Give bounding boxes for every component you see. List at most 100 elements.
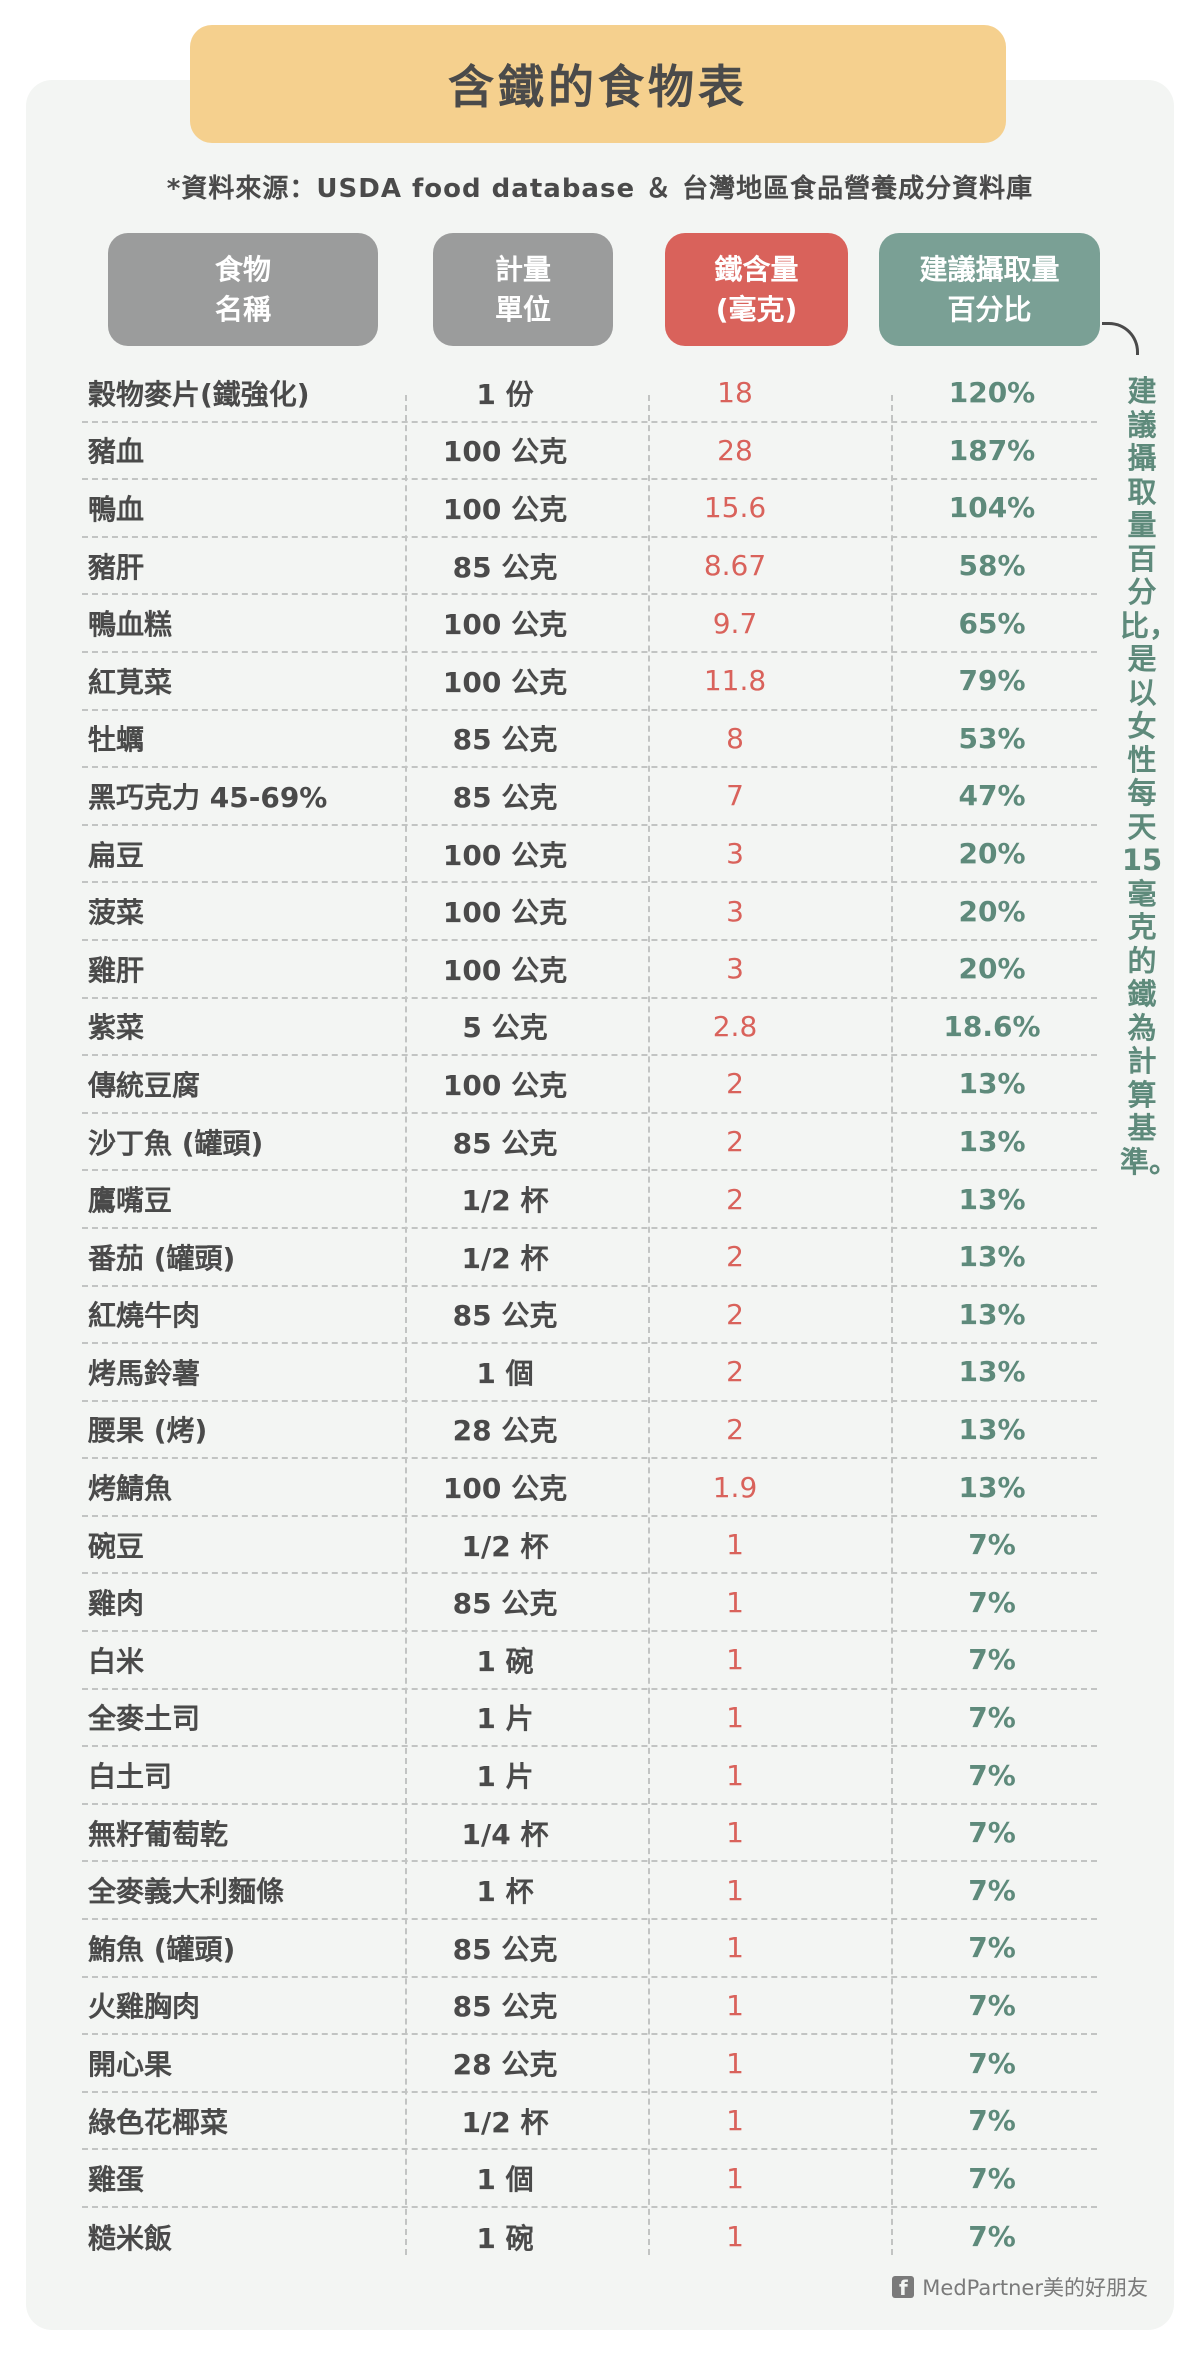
iron-value: 1 (726, 2220, 744, 2254)
table-row: 火雞胸肉 85 公克 1 7% (82, 1978, 1097, 2036)
food-name: 傳統豆腐 (88, 1068, 201, 1102)
table-row: 鮪魚 (罐頭) 85 公克 1 7% (82, 1920, 1097, 1978)
food-name: 紫菜 (88, 1011, 145, 1045)
unit-value: 1/2 杯 (461, 2105, 549, 2139)
table-row: 白土司 1 片 1 7% (82, 1747, 1097, 1805)
unit-value: 5 公克 (462, 1011, 548, 1045)
iron-value: 2 (726, 1240, 744, 1274)
percent-value: 20% (958, 894, 1026, 928)
table-row: 穀物麥片(鐵強化) 1 份 18 120% (82, 365, 1097, 423)
table-row: 雞肝 100 公克 3 20% (82, 941, 1097, 999)
percent-value: 13% (958, 1182, 1026, 1216)
iron-value: 3 (726, 894, 744, 928)
food-name: 腰果 (烤) (88, 1414, 208, 1448)
percent-value: 104% (948, 491, 1036, 525)
header-pct-line1: 建議攝取量 (919, 252, 1060, 286)
food-name: 烤鯖魚 (88, 1472, 173, 1506)
page-title: 含鐵的食物表 (190, 25, 1006, 143)
food-name: 碗豆 (88, 1529, 145, 1563)
percent-value: 13% (958, 1067, 1026, 1101)
header-food-line1: 食物 (214, 252, 271, 286)
header-unit-line1: 計量 (494, 252, 551, 286)
unit-value: 100 公克 (442, 665, 568, 699)
header-food-name: 食物 名稱 (108, 233, 378, 346)
percent-value: 7% (968, 1643, 1016, 1677)
iron-value: 8.67 (703, 549, 767, 583)
percent-value: 47% (958, 779, 1026, 813)
percent-value: 13% (958, 1240, 1026, 1274)
food-name: 菠菜 (88, 896, 145, 930)
table-row: 腰果 (烤) 28 公克 2 13% (82, 1402, 1097, 1460)
food-name: 鷹嘴豆 (88, 1184, 173, 1218)
iron-value: 28 (717, 433, 753, 467)
iron-value: 1 (726, 1643, 744, 1677)
percent-value: 58% (958, 549, 1026, 583)
iron-value: 7 (726, 779, 744, 813)
iron-value: 1 (726, 1528, 744, 1562)
percent-value: 53% (958, 721, 1026, 755)
food-name: 雞蛋 (88, 2163, 145, 2197)
food-name: 紅莧菜 (88, 665, 173, 699)
food-name: 全麥土司 (88, 1702, 201, 1736)
unit-value: 1 個 (476, 2163, 534, 2197)
food-name: 黑巧克力 45-69% (88, 780, 328, 814)
header-unit-line2: 單位 (494, 292, 551, 326)
unit-value: 1 份 (476, 377, 534, 411)
food-name: 白土司 (88, 1760, 173, 1794)
table-row: 紅燒牛肉 85 公克 2 13% (82, 1287, 1097, 1345)
food-name: 雞肉 (88, 1587, 145, 1621)
unit-value: 100 公克 (442, 435, 568, 469)
footer-text: MedPartner美的好朋友 (922, 2276, 1148, 2300)
column-divider (648, 395, 650, 2255)
iron-value: 3 (726, 952, 744, 986)
table-row: 傳統豆腐 100 公克 2 13% (82, 1056, 1097, 1114)
table-row: 雞肉 85 公克 1 7% (82, 1574, 1097, 1633)
unit-value: 1 碗 (476, 1644, 534, 1678)
food-name: 紅燒牛肉 (88, 1299, 201, 1333)
food-name: 番茄 (罐頭) (88, 1241, 236, 1275)
percent-value: 7% (968, 2104, 1016, 2138)
iron-value: 1 (726, 2161, 744, 2195)
table-row: 雞蛋 1 個 1 7% (82, 2150, 1097, 2208)
unit-value: 1 片 (476, 1702, 534, 1736)
iron-value: 2 (726, 1297, 744, 1331)
food-name: 綠色花椰菜 (88, 2105, 229, 2139)
side-note: 建議攝取量百分比，是以女性每天15毫克的鐵為計算基準。 (1120, 374, 1179, 1179)
table-row: 番茄 (罐頭) 1/2 杯 2 13% (82, 1229, 1097, 1287)
percent-value: 7% (968, 1988, 1016, 2022)
table-row: 黑巧克力 45-69% 85 公克 7 47% (82, 768, 1097, 826)
food-name: 鴨血 (88, 492, 145, 526)
iron-value: 2 (726, 1412, 744, 1446)
table-row: 鴨血糕 100 公克 9.7 65% (82, 595, 1097, 653)
table-row: 無籽葡萄乾 1/4 杯 1 7% (82, 1805, 1097, 1863)
table-row: 白米 1 碗 1 7% (82, 1632, 1097, 1690)
iron-value: 2 (726, 1355, 744, 1389)
percent-value: 7% (968, 2220, 1016, 2254)
unit-value: 85 公克 (452, 723, 558, 757)
percent-value: 187% (948, 433, 1036, 467)
percent-value: 7% (968, 1585, 1016, 1619)
iron-value: 18 (717, 376, 753, 410)
food-name: 鴨血糕 (88, 608, 173, 642)
unit-value: 1/4 杯 (461, 1817, 549, 1851)
percent-value: 18.6% (943, 1009, 1041, 1043)
iron-value: 11.8 (703, 664, 767, 698)
unit-value: 1/2 杯 (461, 1529, 549, 1563)
header-iron-content: 鐵含量 (毫克) (665, 233, 848, 346)
unit-value: 1/2 杯 (461, 1241, 549, 1275)
iron-value: 1 (726, 2046, 744, 2080)
percent-value: 7% (968, 2161, 1016, 2195)
food-name: 火雞胸肉 (88, 1990, 201, 2024)
percent-value: 20% (958, 952, 1026, 986)
table-row: 全麥土司 1 片 1 7% (82, 1690, 1097, 1748)
percent-value: 20% (958, 837, 1026, 871)
food-name: 糙米飯 (88, 2221, 173, 2255)
food-name: 無籽葡萄乾 (88, 1817, 229, 1851)
iron-value: 2.8 (712, 1009, 758, 1043)
unit-value: 100 公克 (442, 492, 568, 526)
column-divider (891, 395, 893, 2255)
iron-value: 1.9 (712, 1470, 758, 1504)
percent-value: 120% (948, 376, 1036, 410)
header-pct-line2: 百分比 (947, 292, 1032, 326)
unit-value: 100 公克 (442, 838, 568, 872)
